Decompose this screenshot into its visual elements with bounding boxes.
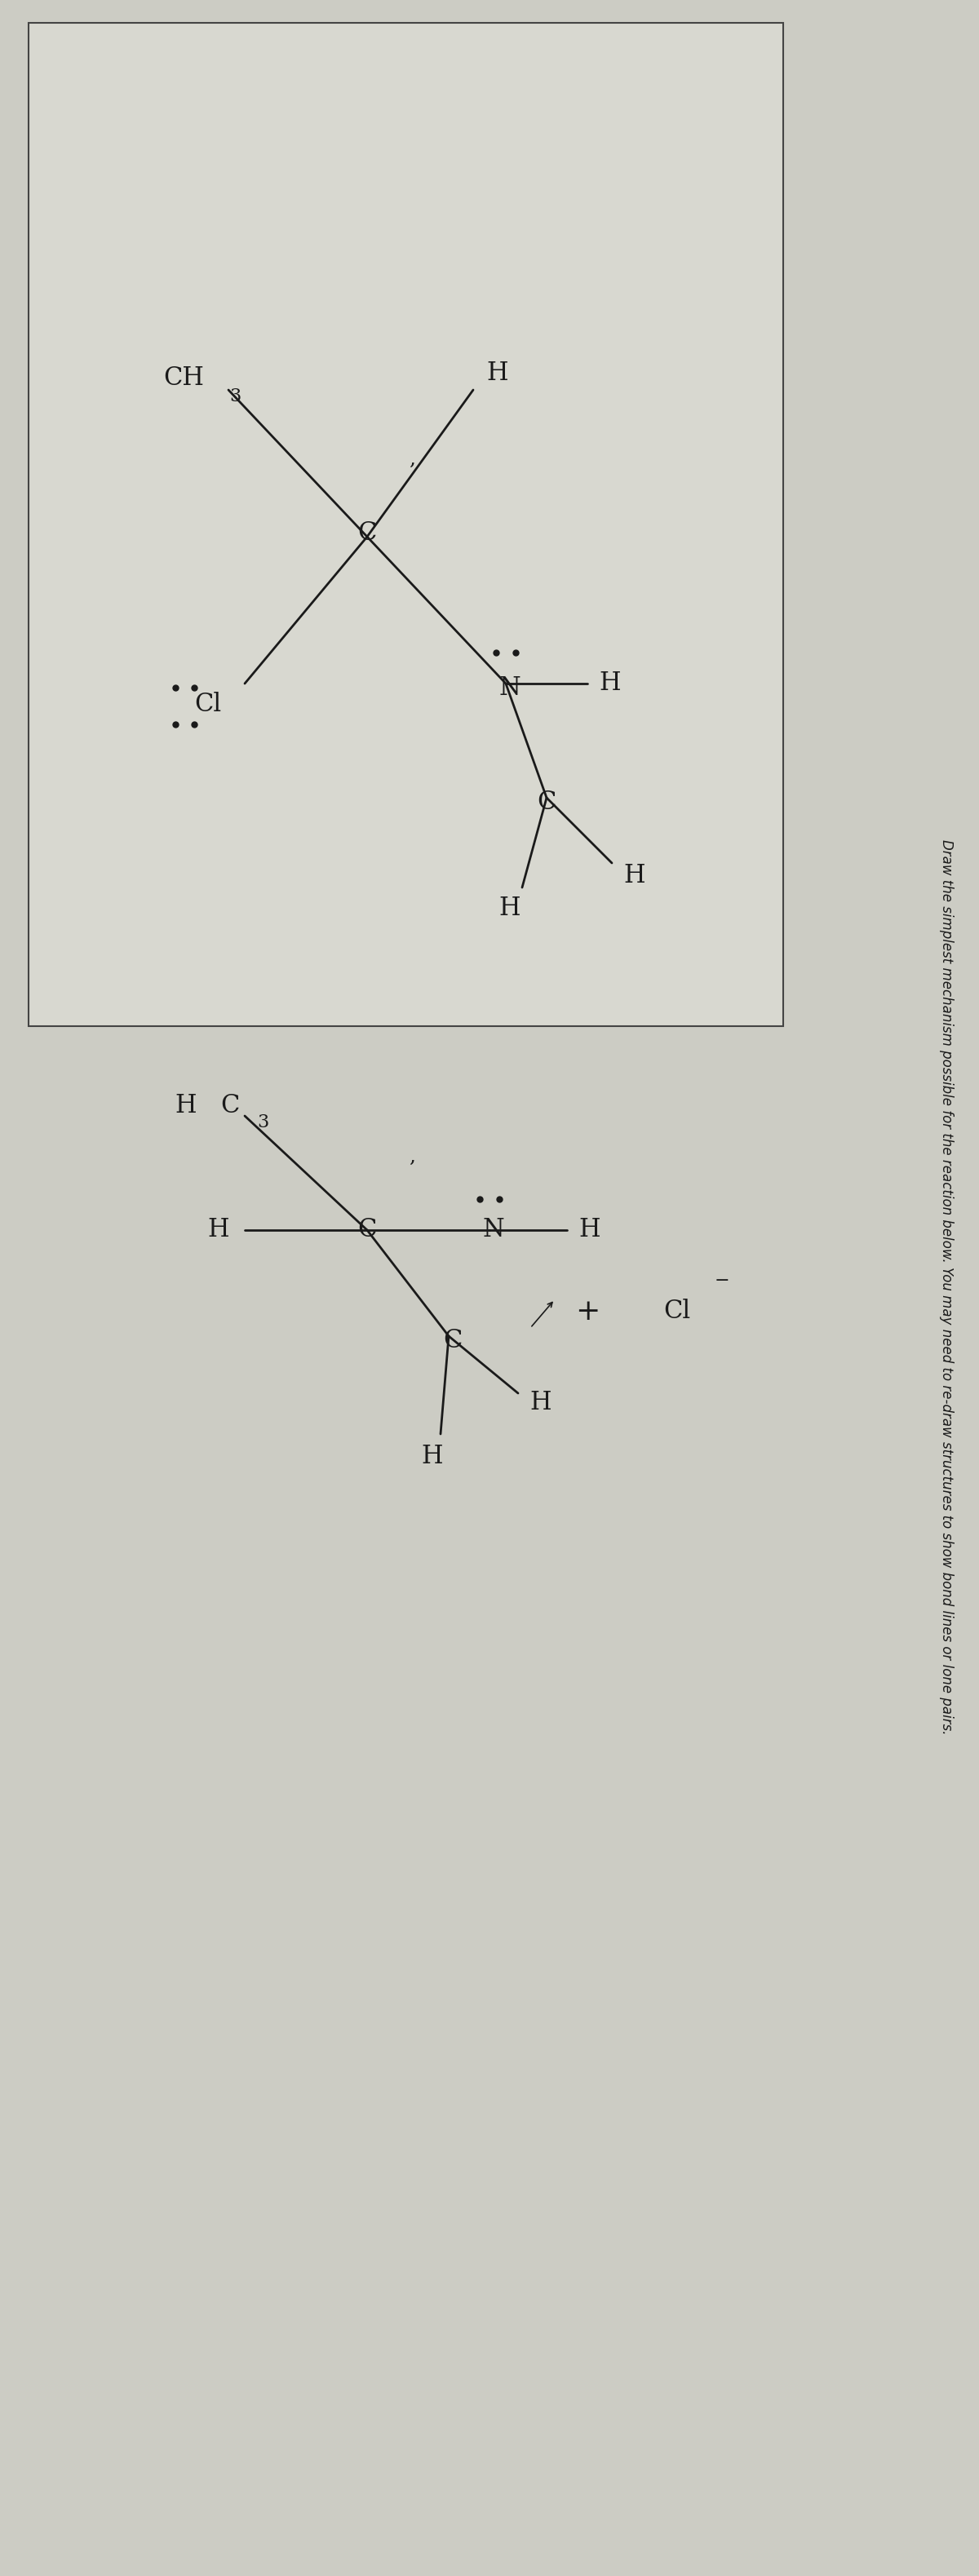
Text: C: C	[537, 788, 556, 814]
Text: H: H	[208, 1218, 229, 1242]
Text: H: H	[530, 1391, 552, 1417]
Text: C: C	[357, 520, 377, 546]
Text: H: H	[422, 1445, 443, 1468]
Text: Draw the simplest mechanism possible for the reaction below. You may need to re-: Draw the simplest mechanism possible for…	[939, 840, 954, 1734]
Text: −: −	[715, 1273, 729, 1291]
Text: H: H	[579, 1218, 601, 1242]
Text: C: C	[357, 1218, 377, 1242]
Text: ,: ,	[409, 1146, 415, 1167]
Text: C: C	[443, 1327, 462, 1352]
Text: H: H	[175, 1092, 197, 1118]
Text: CH: CH	[163, 366, 204, 392]
Text: Cl: Cl	[195, 690, 221, 716]
Bar	[28, 23, 783, 1025]
Text: +: +	[575, 1298, 600, 1327]
Text: Cl: Cl	[664, 1298, 690, 1324]
Text: H: H	[624, 863, 645, 889]
Text: N: N	[499, 675, 521, 701]
Text: H: H	[499, 896, 521, 920]
Text: H: H	[487, 361, 508, 386]
Text: C: C	[220, 1092, 240, 1118]
Text: N: N	[483, 1218, 504, 1242]
Text: 3: 3	[229, 386, 241, 404]
Text: H: H	[599, 670, 621, 696]
Text: ,: ,	[409, 451, 415, 469]
Text: 3: 3	[256, 1113, 268, 1131]
